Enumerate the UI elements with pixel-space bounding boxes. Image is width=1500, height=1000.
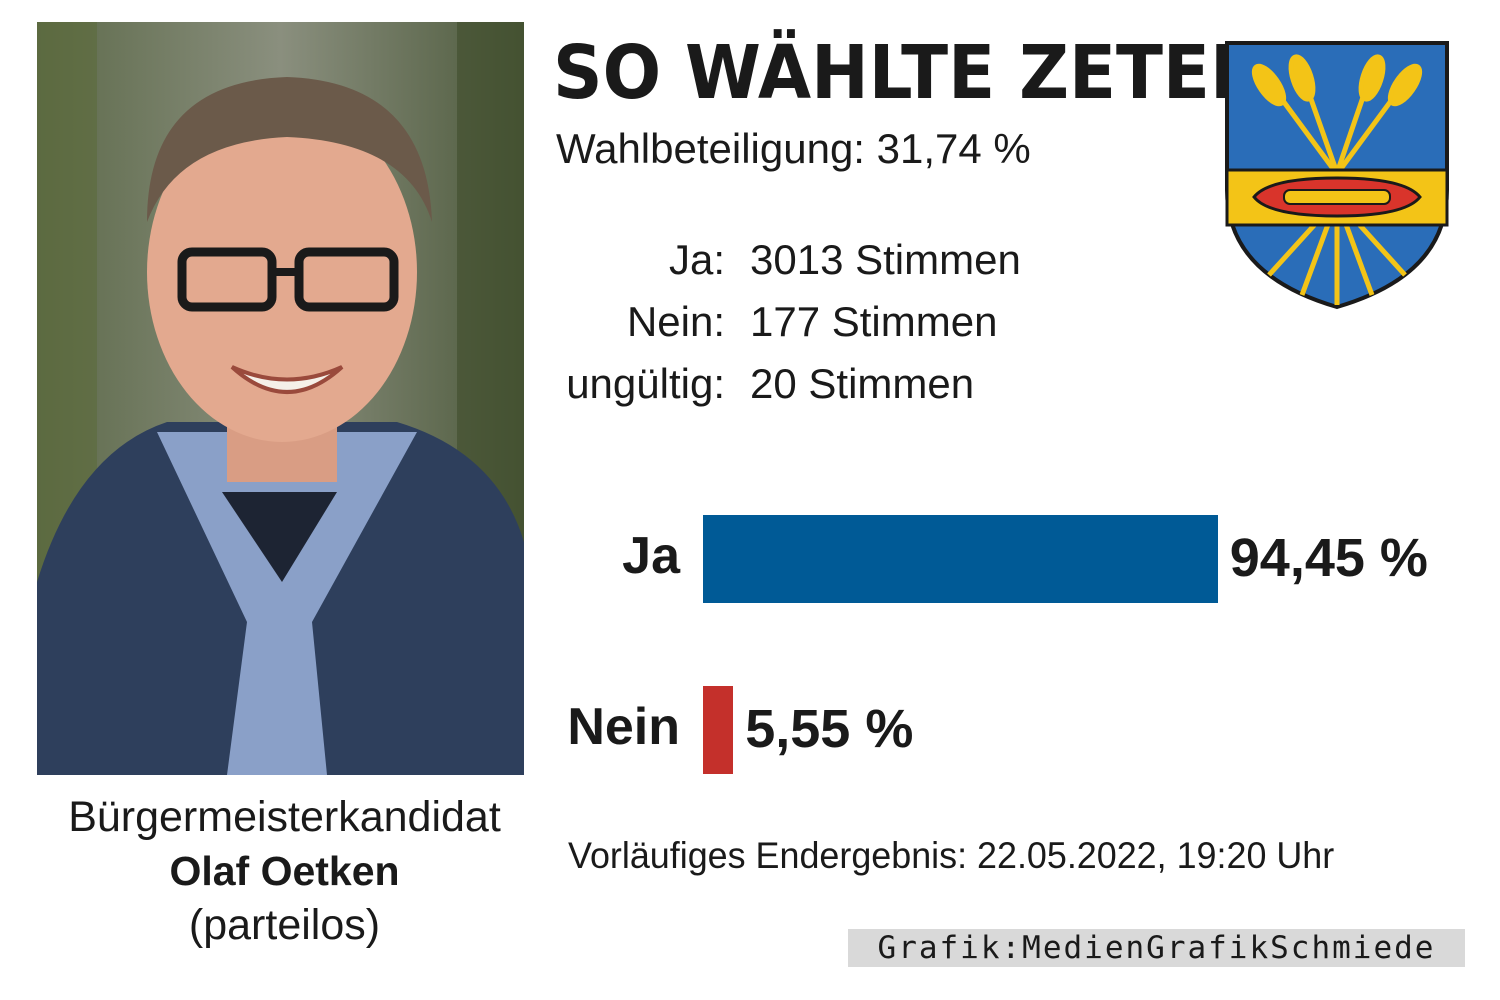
data-label: 94,45 % [1229, 528, 1428, 588]
candidate-role: Bürgermeisterkandidat [68, 793, 501, 841]
chart-title: SO WÄHLTE ZETEL [553, 30, 1254, 116]
data-label: 5,55 % [745, 699, 914, 759]
turnout-text: Wahlbeteiligung: 31,74 % [556, 125, 1031, 172]
coat-of-arms-icon [1224, 40, 1450, 310]
tick-label: Nein [567, 698, 680, 756]
bar-nein [703, 686, 734, 774]
vote-label: Ja: [668, 236, 725, 283]
candidate-name: Olaf Oetken [169, 848, 400, 894]
vote-row-invalid: ungültig: 20 Stimmen [540, 353, 1021, 415]
bar-ja [703, 515, 1218, 603]
credit: Grafik:MedienGrafikSchmiede [848, 929, 1465, 967]
vote-row-ja: Ja: 3013 Stimmen [540, 229, 1021, 291]
vote-label: Nein: [626, 298, 725, 345]
vote-counts: Ja: 3013 Stimmen Nein: 177 Stimmen ungül… [540, 229, 1021, 415]
candidate-photo [37, 22, 524, 775]
candidate-party: (parteilos) [188, 901, 381, 949]
vote-value: 3013 Stimmen [750, 236, 1021, 283]
vote-label: ungültig: [566, 360, 725, 407]
vote-value: 20 Stimmen [750, 360, 975, 407]
footnote: Vorläufiges Endergebnis: 22.05.2022, 19:… [568, 835, 1335, 876]
candidate-caption: Bürgermeisterkandidat Olaf Oetken (parte… [37, 790, 532, 952]
tick-label: Ja [622, 527, 680, 585]
vote-row-nein: Nein: 177 Stimmen [540, 291, 1021, 353]
vote-value: 177 Stimmen [750, 298, 998, 345]
